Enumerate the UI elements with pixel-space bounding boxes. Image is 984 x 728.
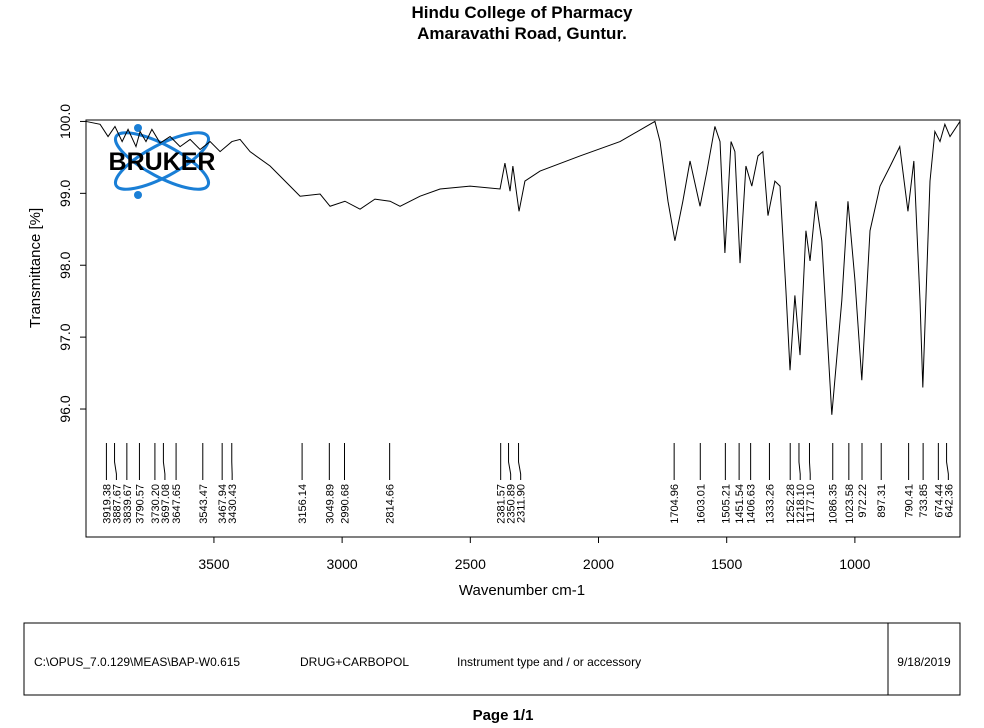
peak-label: 1451.54	[734, 484, 746, 524]
peak-label: 972.22	[857, 484, 869, 518]
x-tick-label: 1000	[839, 556, 870, 572]
peak-label: 3430.43	[227, 484, 239, 524]
logo: BRUKER	[109, 122, 216, 199]
peak-label: 1023.58	[844, 484, 856, 524]
spectrum-line	[86, 121, 960, 414]
peak-label: 642.36	[943, 484, 955, 518]
y-tick-label: 99.0	[57, 179, 73, 206]
footer-date: 9/18/2019	[897, 655, 951, 669]
peak-label: 1406.63	[746, 484, 758, 524]
footer-path: C:\OPUS_7.0.129\MEAS\BAP-W0.615	[34, 655, 240, 669]
x-tick-label: 3000	[327, 556, 358, 572]
peak-label: 2814.66	[385, 484, 397, 524]
x-axis-label: Wavenumber cm-1	[459, 582, 585, 599]
peak-label: 2990.68	[340, 484, 352, 524]
peak-label: 1177.10	[805, 484, 817, 523]
peak-label: 3156.14	[297, 484, 309, 524]
x-tick-label: 3500	[198, 556, 229, 572]
y-axis-label: Transmittance [%]	[27, 208, 44, 328]
peak-label: 1603.01	[695, 484, 707, 524]
y-tick-label: 100.0	[57, 104, 73, 139]
peak-marker	[115, 443, 117, 480]
y-tick-label: 96.0	[57, 395, 73, 422]
peak-marker	[509, 443, 511, 480]
peak-label: 3647.65	[171, 484, 183, 524]
peak-label: 3839.67	[122, 484, 134, 524]
logo-text: BRUKER	[109, 148, 216, 176]
peak-label: 1704.96	[669, 484, 681, 524]
peak-label: 1505.21	[720, 484, 732, 524]
plot-frame	[86, 120, 960, 537]
y-tick-label: 98.0	[57, 251, 73, 278]
peak-label: 733.85	[918, 484, 930, 518]
peak-label: 3790.57	[134, 484, 146, 524]
peak-marker	[519, 443, 521, 480]
footer-sample: DRUG+CARBOPOL	[300, 655, 409, 669]
peak-label: 3049.89	[324, 484, 336, 524]
peak-label: 2311.90	[516, 484, 528, 523]
y-tick-label: 97.0	[57, 323, 73, 350]
peak-label: 3543.47	[198, 484, 210, 524]
subtitle: Amaravathi Road, Guntur.	[417, 24, 627, 43]
peak-marker	[947, 443, 949, 480]
title: Hindu College of Pharmacy	[411, 3, 633, 22]
peak-label: 897.31	[876, 484, 888, 518]
footer-instrument: Instrument type and / or accessory	[457, 655, 641, 669]
x-tick-label: 2000	[583, 556, 614, 572]
page-number: Page 1/1	[473, 707, 534, 723]
x-tick-label: 1500	[711, 556, 742, 572]
peak-label: 1333.26	[764, 484, 776, 524]
peak-marker	[809, 443, 810, 480]
peak-marker	[799, 443, 800, 480]
peak-marker	[163, 443, 165, 480]
peak-label: 790.41	[904, 484, 916, 518]
x-tick-label: 2500	[455, 556, 486, 572]
peak-label: 1086.35	[828, 484, 840, 524]
